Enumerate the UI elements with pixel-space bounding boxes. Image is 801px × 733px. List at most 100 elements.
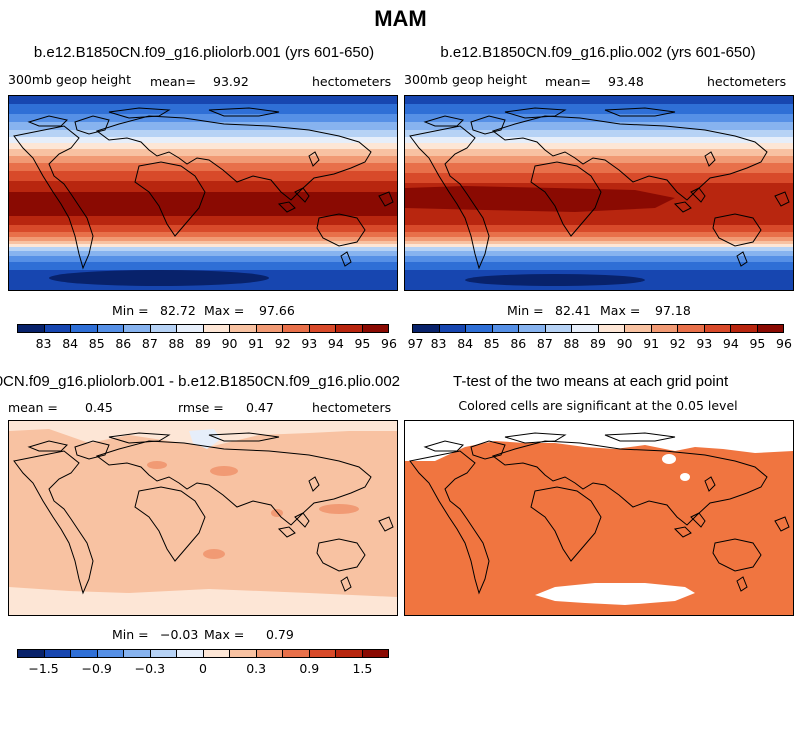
- colorbar-swatch: [336, 325, 363, 332]
- colorbar-tick-label: 83: [430, 336, 447, 351]
- band-n-2: [9, 104, 397, 114]
- coastlines: [409, 107, 790, 270]
- colorbar-swatch: [97, 325, 124, 332]
- colorbar-a-ticks: 83 84 85 86 87 88 89 90 91 92 93 94 95 96 97: [17, 336, 424, 352]
- southern-low: [49, 270, 269, 286]
- band-s-4: [405, 256, 793, 262]
- band-n-1: [405, 96, 793, 104]
- panel-a-min-label: Min =: [112, 303, 149, 318]
- band-s-8: [9, 241, 397, 244]
- colorbar-tick-label: 96: [381, 336, 397, 351]
- colorbar-swatch: [256, 650, 283, 657]
- insignificant-north: [405, 421, 793, 461]
- panel-c-max-label: Max =: [204, 627, 245, 642]
- colorbar-swatch: [230, 325, 257, 332]
- colorbar-tick-label: 92: [669, 336, 686, 351]
- coastlines: [13, 432, 394, 595]
- band-n-7: [405, 143, 793, 149]
- panel-d-map: [404, 420, 794, 616]
- colorbar-swatch: [651, 325, 678, 332]
- panel-a-mean-label: mean=: [150, 74, 196, 89]
- colorbar-c-ticks: −1.5 −0.9 −0.3 0 0.3 0.9 1.5: [17, 661, 389, 677]
- band-s-5: [405, 251, 793, 256]
- colorbar-swatch: [413, 325, 440, 332]
- colorbar-swatch: [256, 325, 283, 332]
- diff-high-5: [203, 549, 225, 559]
- colorbar-swatch: [124, 325, 151, 332]
- colorbar-tick-label: 94: [722, 336, 739, 351]
- panel-b-map: [404, 95, 794, 291]
- panel-c-map: [8, 420, 398, 616]
- colorbar-c: [17, 649, 389, 658]
- colorbar-swatch: [18, 650, 45, 657]
- colorbar-swatch: [150, 325, 177, 332]
- band-s-11: [9, 225, 397, 232]
- panel-b-max-label: Max =: [600, 303, 641, 318]
- colorbar-tick-label: 93: [301, 336, 318, 351]
- colorbar-swatch: [97, 650, 124, 657]
- core-max-region: [405, 186, 675, 212]
- colorbar-swatch: [230, 650, 257, 657]
- colorbar-swatch: [177, 650, 204, 657]
- colorbar-swatch: [492, 325, 519, 332]
- panel-c-rmse-value: 0.47: [246, 400, 274, 415]
- panel-c-mean-label: mean =: [8, 400, 58, 415]
- panel-a-min-value: 82.72: [160, 303, 196, 318]
- colorbar-tick-label: 85: [483, 336, 500, 351]
- band-s-8: [405, 241, 793, 244]
- colorbar-tick-label: −1.5: [28, 661, 59, 676]
- band-n-2: [405, 104, 793, 114]
- colorbar-swatch: [124, 650, 151, 657]
- colorbar-swatch: [283, 650, 310, 657]
- colorbar-tick-label: 0: [199, 661, 207, 676]
- panel-b-variable: 300mb geop height: [404, 72, 527, 87]
- band-s-7: [405, 244, 793, 247]
- band-n-3: [405, 114, 793, 122]
- panel-c-title: b.e12.B1850CN.f09_g16.pliolorb.001 - b.e…: [0, 373, 400, 390]
- colorbar-tick-label: 90: [221, 336, 238, 351]
- band-n-5: [9, 130, 397, 137]
- colorbar-tick-label: 86: [510, 336, 527, 351]
- colorbar-tick-label: 93: [696, 336, 713, 351]
- colorbar-tick-label: 97: [407, 336, 424, 351]
- colorbar-tick-label: 0.3: [246, 661, 267, 676]
- panel-a-units: hectometers: [312, 74, 392, 89]
- colorbar-tick-label: 85: [88, 336, 105, 351]
- colorbar-swatch: [439, 325, 466, 332]
- diff-high-4: [271, 509, 283, 517]
- band-n-8: [405, 149, 793, 156]
- band-s-11: [405, 225, 793, 232]
- band-n-1: [9, 96, 397, 104]
- colorbar-tick-label: 1.5: [352, 661, 373, 676]
- diff-high-1: [147, 461, 167, 469]
- colorbar-swatch: [177, 325, 204, 332]
- band-s-5: [9, 251, 397, 256]
- band-n-3: [9, 114, 397, 122]
- colorbar-swatch: [283, 325, 310, 332]
- colorbar-swatch: [18, 325, 45, 332]
- figure-title: MAM: [374, 6, 427, 31]
- panel-b-min-value: 82.41: [555, 303, 591, 318]
- band-core: [9, 192, 397, 216]
- colorbar-swatch: [44, 325, 71, 332]
- panel-c-max-value: 0.79: [266, 627, 294, 642]
- colorbar-b: [412, 324, 784, 333]
- band-s-12: [9, 216, 397, 225]
- colorbar-swatch: [362, 650, 388, 657]
- band-s-9: [9, 237, 397, 241]
- panel-a-map: [8, 95, 398, 291]
- colorbar-tick-label: 89: [195, 336, 211, 351]
- colorbar-swatch: [731, 325, 758, 332]
- colorbar-tick-label: 95: [354, 336, 371, 351]
- colorbar-a: [17, 324, 389, 333]
- colorbar-swatch: [71, 325, 98, 332]
- colorbar-swatch: [362, 325, 388, 332]
- band-s-7: [9, 244, 397, 247]
- panel-b-min-label: Min =: [507, 303, 544, 318]
- panel-c-mean-value: 0.45: [85, 400, 113, 415]
- band-s-10: [405, 232, 793, 237]
- colorbar-swatch: [309, 325, 336, 332]
- diff-high-3: [319, 504, 359, 514]
- panel-c-rmse-label: rmse =: [178, 400, 224, 415]
- colorbar-swatch: [519, 325, 546, 332]
